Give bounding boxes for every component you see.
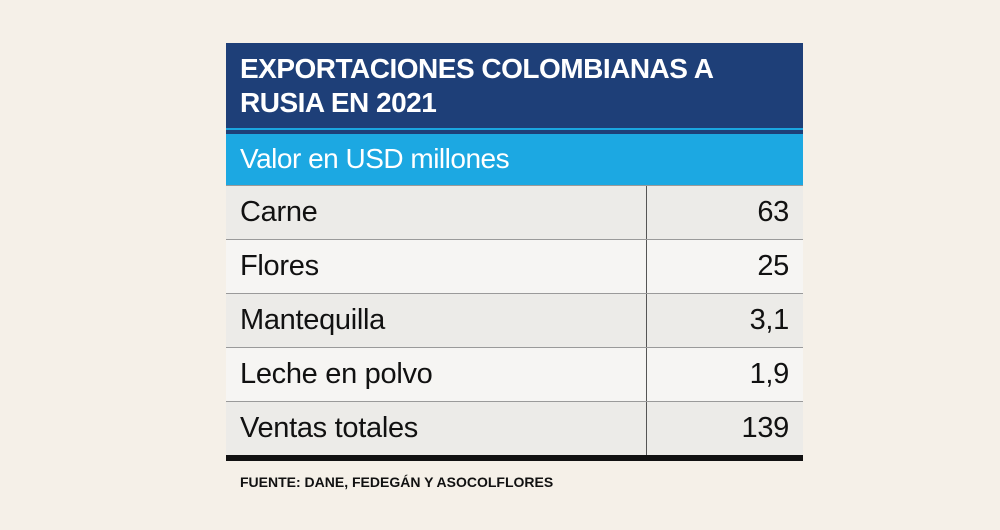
row-label: Leche en polvo: [226, 348, 647, 401]
row-label: Ventas totales: [226, 402, 647, 455]
title-bar: EXPORTACIONES COLOMBIANAS A RUSIA EN 202…: [226, 43, 803, 128]
row-value: 3,1: [749, 304, 790, 336]
table-row: Flores 25: [226, 239, 803, 293]
row-label: Flores: [226, 240, 647, 293]
table-row: Carne 63: [226, 185, 803, 239]
source-note: FUENTE: DANE, FEDEGÁN Y ASOCOLFLORES: [240, 474, 554, 490]
table-row: Mantequilla 3,1: [226, 293, 803, 347]
separator: [226, 128, 803, 134]
row-label: Carne: [226, 186, 647, 239]
row-value: 1,9: [749, 358, 790, 390]
row-label: Mantequilla: [226, 294, 647, 347]
row-value: 63: [757, 196, 789, 228]
table-card: EXPORTACIONES COLOMBIANAS A RUSIA EN 202…: [226, 43, 803, 461]
row-value: 25: [757, 250, 789, 282]
table-row: Leche en polvo 1,9: [226, 347, 803, 401]
table-row: Ventas totales 139: [226, 401, 803, 455]
table-body: Carne 63 Flores 25 Mantequilla 3,1 Leche en po…: [226, 185, 803, 461]
subtitle: Valor en USD millones: [226, 134, 803, 185]
title: EXPORTACIONES COLOMBIANAS A RUSIA EN 202…: [240, 53, 713, 118]
row-value: 139: [741, 412, 790, 444]
